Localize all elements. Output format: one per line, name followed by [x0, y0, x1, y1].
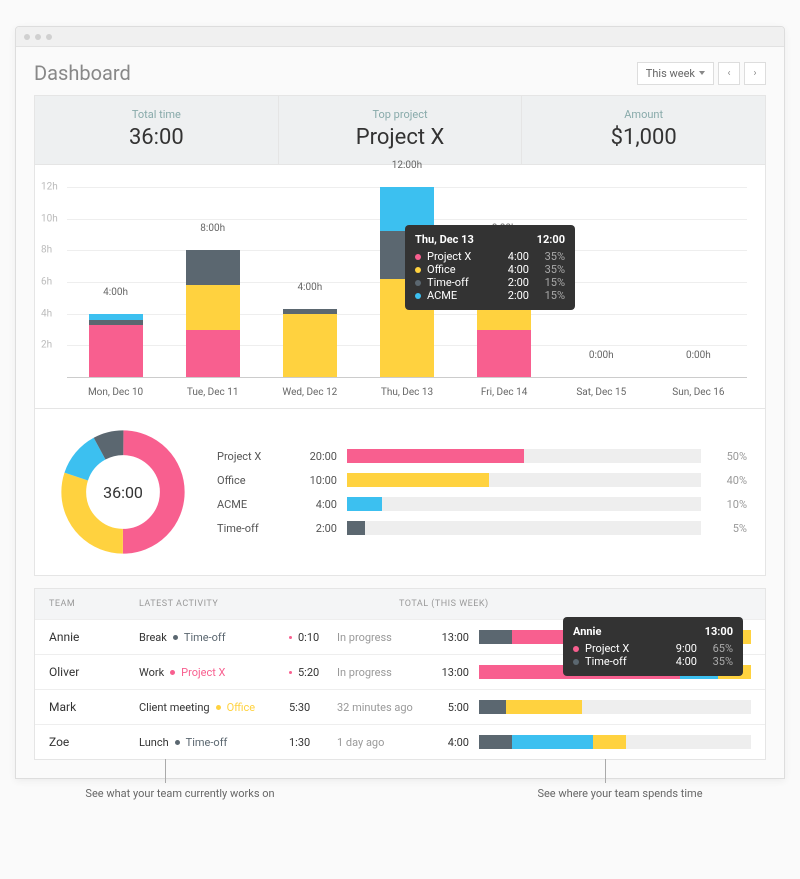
breakdown-row: Project X20:0050% [217, 449, 747, 463]
team-status: 32 minutes ago [337, 701, 427, 714]
team-total-bar [479, 735, 751, 749]
team-row[interactable]: Mark Client meeting Office 5:30 32 minut… [35, 689, 765, 724]
window-titlebar [16, 27, 784, 47]
team-activity: Work Project X [139, 666, 289, 679]
weekly-bar-chart: 2h4h6h8h10h12h4:00h8:00h4:00h12:00h8:00h… [34, 165, 766, 409]
kpi-value: Project X [279, 125, 522, 150]
team-total-time: 5:00 [427, 701, 469, 714]
team-duration: 1:30 [289, 736, 337, 749]
window-dot [46, 34, 52, 40]
team-status: In progress [337, 666, 427, 679]
kpi-label: Total time [35, 108, 278, 121]
window-dot [35, 34, 41, 40]
kpi-value: 36:00 [35, 125, 278, 150]
team-status: In progress [337, 631, 427, 644]
team-header-activity: Latest Activity [139, 599, 399, 609]
team-total-bar [479, 700, 751, 714]
team-total-time: 13:00 [427, 666, 469, 679]
team-member-name: Oliver [49, 665, 139, 679]
team-header-team: Team [49, 599, 139, 609]
donut-chart: 36:00 [53, 427, 193, 557]
team-tooltip: Annie13:00Project X9:0065%Time-off4:0035… [563, 617, 743, 676]
app-window: Dashboard This week ‹ › Total time36:00T… [15, 26, 785, 779]
callout-bottom-left: See what your team currently works on [85, 787, 274, 800]
kpi-card: Amount $1,000 [522, 96, 765, 164]
kpi-label: Top project [279, 108, 522, 121]
next-period-button[interactable]: › [744, 62, 766, 85]
team-member-name: Annie [49, 630, 139, 644]
breakdown-row: Time-off2:005% [217, 521, 747, 535]
team-status: 1 day ago [337, 736, 427, 749]
page-title: Dashboard [34, 61, 131, 85]
breakdown-row: ACME4:0010% [217, 497, 747, 511]
team-duration: 5:30 [289, 701, 337, 714]
team-member-name: Zoe [49, 735, 139, 749]
project-breakdown: Project X20:0050% Office10:0040% ACME4:001… [217, 449, 747, 535]
bar-column[interactable]: 8:00h [164, 187, 261, 377]
team-activity: Lunch Time-off [139, 736, 289, 749]
team-table: Team Latest Activity Total (this week) A… [34, 588, 766, 760]
bar-column[interactable]: 4:00h [67, 187, 164, 377]
kpi-label: Amount [522, 108, 765, 121]
prev-period-button[interactable]: ‹ [718, 62, 740, 85]
team-total-time: 4:00 [427, 736, 469, 749]
kpi-card: Top project Project X [279, 96, 523, 164]
team-activity: Break Time-off [139, 631, 289, 644]
team-total-time: 13:00 [427, 631, 469, 644]
breakdown-row: Office10:0040% [217, 473, 747, 487]
kpi-card: Total time 36:00 [35, 96, 279, 164]
period-select[interactable]: This week [637, 62, 714, 85]
team-header-total: Total (this week) [399, 599, 751, 609]
chart-tooltip: Thu, Dec 1312:00Project X4:0035%Office4:… [405, 225, 575, 310]
bar-column[interactable]: 0:00h [650, 187, 747, 377]
window-dot [24, 34, 30, 40]
team-duration: 0:10 [289, 631, 337, 644]
chevron-down-icon [699, 71, 705, 75]
bar-column[interactable]: 4:00h [261, 187, 358, 377]
team-member-name: Mark [49, 700, 139, 714]
team-activity: Client meeting Office [139, 701, 289, 714]
team-row[interactable]: Zoe Lunch Time-off 1:30 1 day ago 4:00 [35, 724, 765, 759]
kpi-value: $1,000 [522, 125, 765, 150]
kpi-row: Total time 36:00Top project Project XAmoun… [34, 95, 766, 165]
team-duration: 5:20 [289, 666, 337, 679]
donut-center-value: 36:00 [103, 483, 143, 502]
callout-bottom-right: See where your team spends time [537, 787, 702, 800]
